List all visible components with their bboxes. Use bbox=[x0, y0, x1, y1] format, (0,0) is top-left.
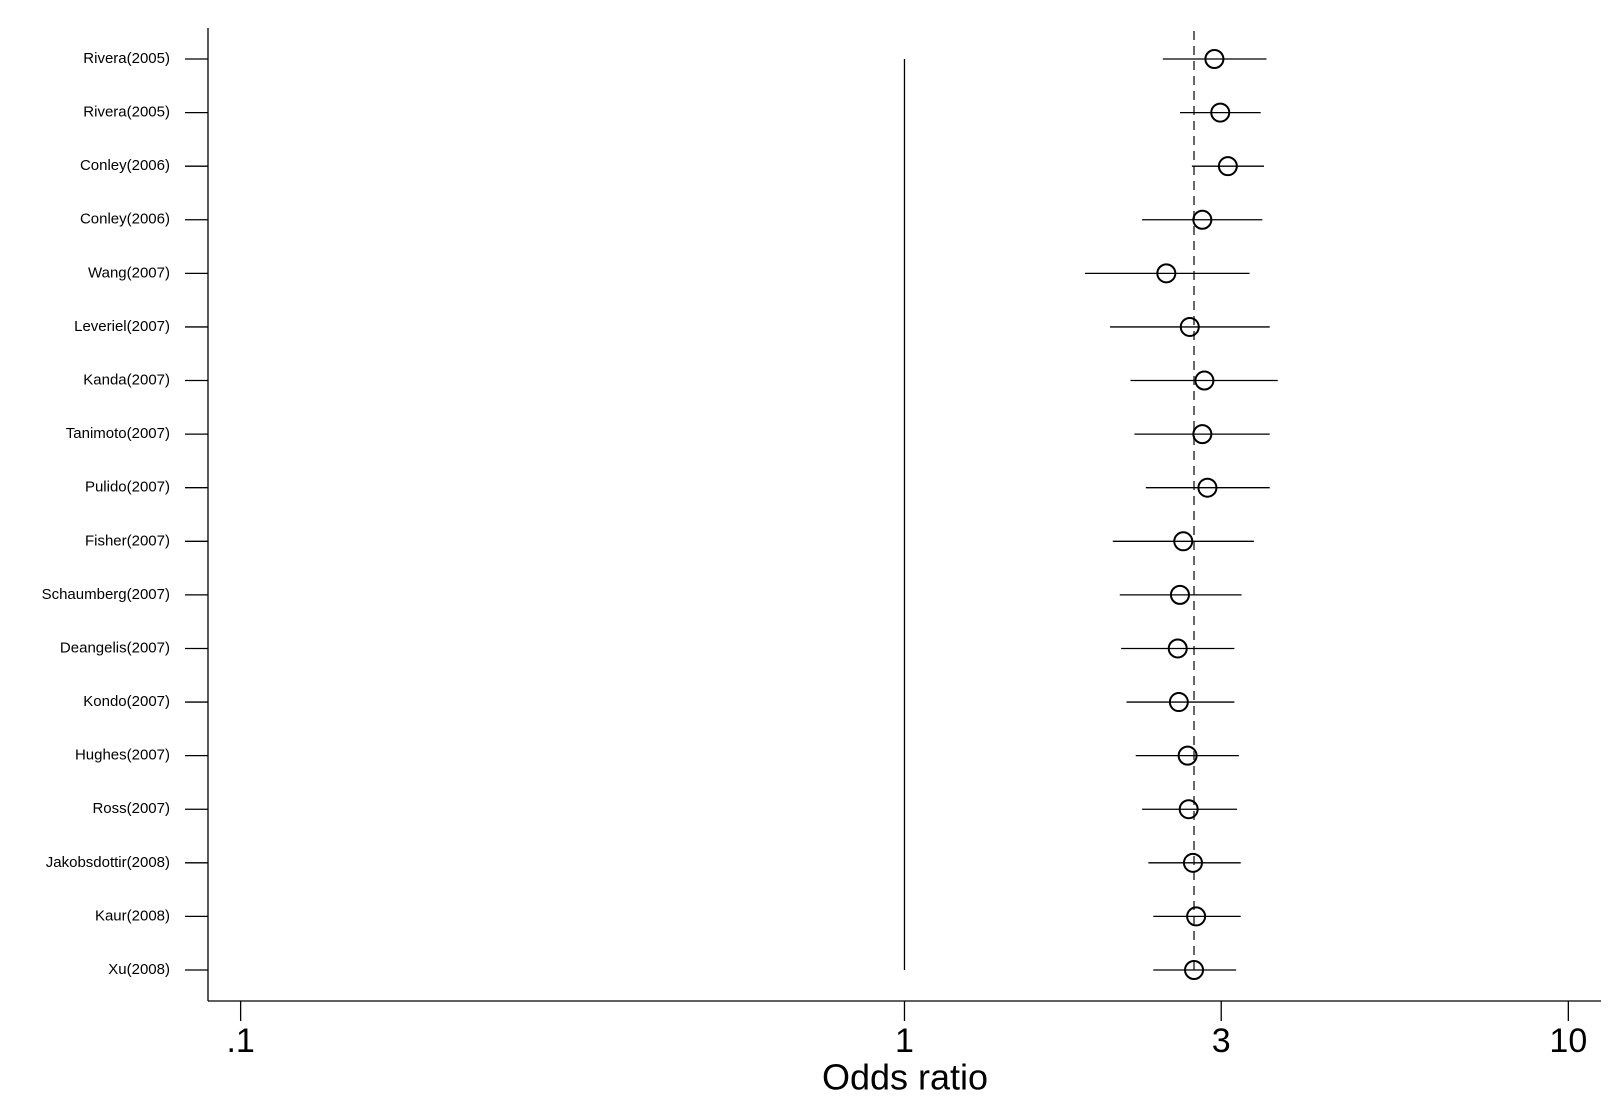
y-tick-label: Pulido(2007) bbox=[85, 479, 170, 496]
point-estimate bbox=[1182, 852, 1203, 873]
y-tick-label: Xu(2008) bbox=[108, 961, 170, 978]
y-tick-label: Jakobsdottir(2008) bbox=[46, 854, 170, 871]
y-tick-label: Conley(2006) bbox=[80, 211, 170, 228]
x-tick-label: .1 bbox=[226, 1022, 254, 1060]
point-estimate bbox=[1156, 263, 1177, 284]
x-tick-label: 10 bbox=[1549, 1022, 1587, 1060]
y-tick-label: Conley(2006) bbox=[80, 157, 170, 174]
point-estimate bbox=[1210, 102, 1231, 123]
y-tick-label: Ross(2007) bbox=[92, 800, 170, 817]
x-tick-label: 3 bbox=[1212, 1022, 1231, 1060]
y-tick-label: Rivera(2005) bbox=[83, 104, 170, 121]
y-tick-label: Hughes(2007) bbox=[75, 747, 170, 764]
point-estimate bbox=[1217, 156, 1238, 177]
point-estimate bbox=[1186, 906, 1207, 927]
point-estimate bbox=[1173, 531, 1194, 552]
y-tick-label: Kondo(2007) bbox=[83, 693, 170, 710]
point-estimate bbox=[1168, 692, 1189, 713]
point-estimate bbox=[1169, 584, 1190, 605]
y-tick-label: Rivera(2005) bbox=[83, 50, 170, 67]
point-estimate bbox=[1192, 209, 1213, 230]
point-estimate bbox=[1197, 477, 1218, 498]
y-tick-label: Wang(2007) bbox=[88, 264, 170, 281]
x-axis-label: Odds ratio bbox=[822, 1057, 988, 1098]
y-tick-label: Tanimoto(2007) bbox=[66, 425, 170, 442]
point-estimate bbox=[1184, 960, 1205, 980]
y-tick-label: Kanda(2007) bbox=[83, 371, 170, 388]
point-estimate bbox=[1167, 638, 1188, 659]
point-estimate bbox=[1192, 424, 1213, 445]
x-tick-label: 1 bbox=[895, 1022, 914, 1060]
point-estimate bbox=[1194, 370, 1215, 391]
y-tick-label: Kaur(2008) bbox=[95, 907, 170, 924]
point-estimate bbox=[1179, 316, 1200, 337]
point-estimate bbox=[1177, 745, 1198, 766]
y-tick-label: Deangelis(2007) bbox=[60, 639, 170, 656]
point-estimate bbox=[1178, 799, 1199, 820]
y-tick-label: Fisher(2007) bbox=[85, 532, 170, 549]
y-tick-label: Schaumberg(2007) bbox=[42, 586, 170, 603]
point-estimate bbox=[1204, 49, 1225, 69]
y-tick-label: Leveriel(2007) bbox=[74, 318, 170, 335]
